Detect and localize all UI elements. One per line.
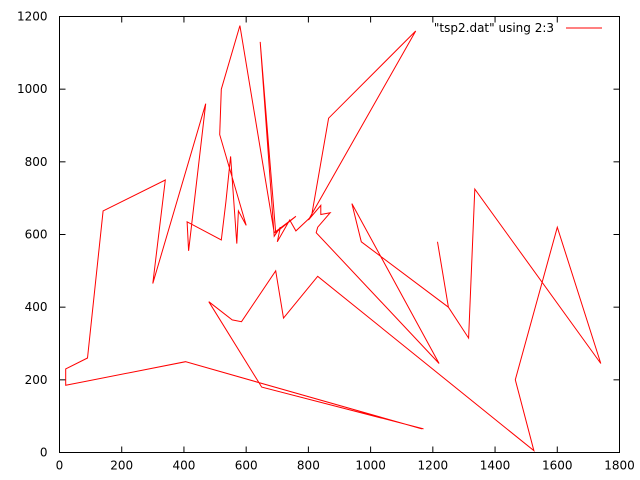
x-tick-label: 400 [172,459,195,473]
y-tick-label: 400 [25,300,48,314]
y-tick-label: 1000 [17,82,48,96]
y-tick-label: 600 [25,228,48,242]
y-tick-label: 800 [25,155,48,169]
y-tick-label: 0 [40,446,48,460]
legend-label: "tsp2.dat" using 2:3 [434,21,554,35]
x-tick-label: 600 [235,459,258,473]
x-tick-label: 0 [56,459,64,473]
x-tick-label: 1400 [480,459,511,473]
x-axis: 0 200 400 600 800 1000 1200 1400 1600 1800 [56,16,635,473]
y-axis: 0 200 400 600 800 1000 1200 [17,10,620,460]
x-tick-label: 1000 [355,459,386,473]
x-tick-label: 1600 [542,459,573,473]
y-tick-label: 1200 [17,10,48,24]
series-layer [65,25,602,453]
plot-frame [59,16,620,453]
x-tick-label: 1200 [418,459,449,473]
series-line [65,25,602,453]
y-tick-label: 200 [25,373,48,387]
x-tick-label: 800 [297,459,320,473]
legend: "tsp2.dat" using 2:3 [434,21,602,35]
x-tick-label: 200 [110,459,133,473]
x-tick-label: 1800 [604,459,635,473]
